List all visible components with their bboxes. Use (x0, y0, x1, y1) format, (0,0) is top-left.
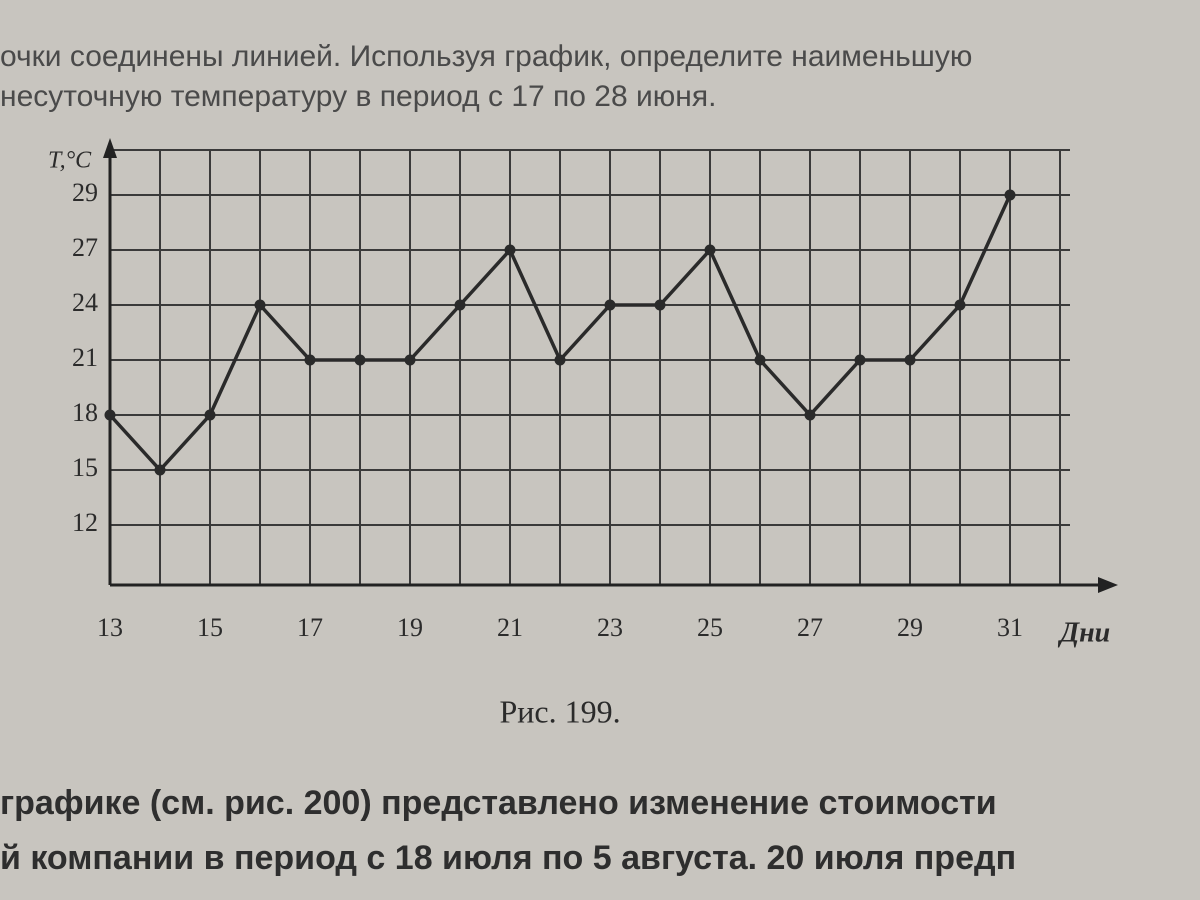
x-axis-label: Дни (1057, 617, 1110, 648)
x-tick-label: 15 (197, 613, 223, 642)
data-point (1004, 189, 1016, 201)
data-point (304, 354, 316, 366)
data-point (354, 354, 366, 366)
data-point (604, 299, 616, 311)
data-point (954, 299, 966, 311)
y-axis-arrow (103, 138, 117, 158)
y-axis-label: T,°C (48, 148, 92, 174)
y-tick-label: 15 (72, 453, 98, 482)
y-tick-label: 29 (72, 178, 98, 207)
data-point (554, 354, 566, 366)
data-point (804, 409, 816, 421)
x-tick-label: 27 (797, 613, 823, 642)
data-point (754, 354, 766, 366)
data-point (704, 244, 716, 256)
data-point (404, 354, 416, 366)
data-point (654, 299, 666, 311)
x-tick-label: 23 (597, 613, 623, 642)
x-tick-label: 17 (297, 613, 323, 642)
x-tick-label: 29 (897, 613, 923, 642)
data-point (204, 409, 216, 421)
text-line: очки соединены линией. Используя график,… (0, 40, 972, 73)
text-line: графике (см. рис. 200) представлено изме… (0, 784, 997, 822)
x-tick-label: 19 (397, 613, 423, 642)
data-point (454, 299, 466, 311)
y-tick-label: 27 (72, 233, 98, 262)
x-tick-label: 21 (497, 613, 523, 642)
data-point (254, 299, 266, 311)
y-tick-label: 18 (72, 398, 98, 427)
x-tick-label: 31 (997, 613, 1023, 642)
data-point (854, 354, 866, 366)
data-point (904, 354, 916, 366)
text-line: несуточную температуру в период с 17 по … (0, 80, 716, 113)
caption: Рис. 199. (499, 693, 620, 729)
x-tick-label: 25 (697, 613, 723, 642)
y-tick-label: 12 (72, 508, 98, 537)
plot: 12 15 18 21 24 27 29 13 15 17 19 21 23 25 27 29 31 (72, 138, 1118, 642)
data-point (154, 464, 166, 476)
y-tick-label: 21 (72, 343, 98, 372)
data-point (104, 409, 116, 421)
data-point (504, 244, 516, 256)
x-axis-arrow (1098, 577, 1118, 593)
x-tick-label: 13 (97, 613, 123, 642)
y-tick-label: 24 (72, 288, 98, 317)
text-line: й компании в период с 18 июля по 5 авгус… (0, 839, 1016, 877)
